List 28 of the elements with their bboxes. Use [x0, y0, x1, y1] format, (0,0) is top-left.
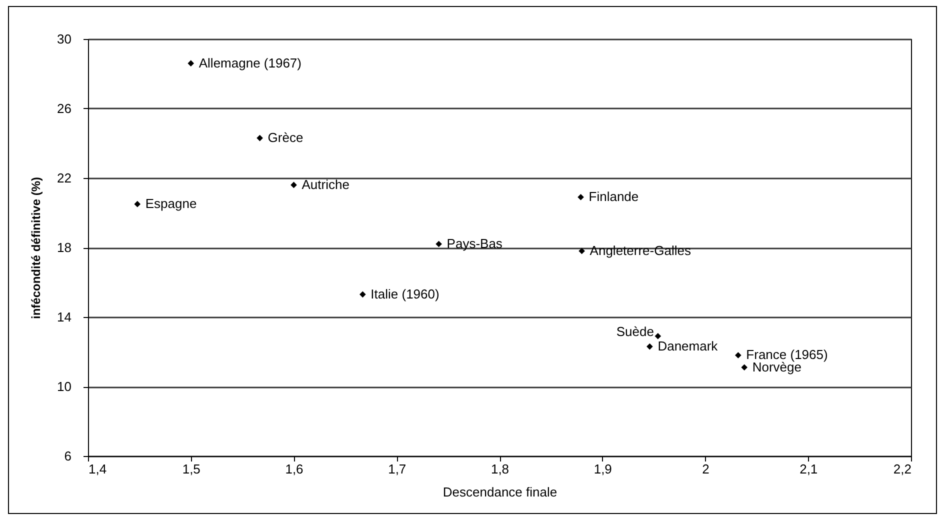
y-tick-label: 30 [57, 32, 72, 46]
y-tick-label: 6 [64, 448, 72, 464]
annotation: Allemagne (1967) [198, 55, 302, 70]
annotation: France (1965) [746, 347, 828, 362]
annotation: Grèce [268, 130, 304, 146]
x-tick-label: 1,8 [490, 462, 510, 476]
x-tick-label: 1,6 [285, 462, 304, 476]
x-tick-label: 2,1 [800, 462, 818, 476]
y-tick-label: 22 [57, 170, 72, 186]
annotation: Autriche [302, 176, 350, 192]
annotation: Espagne [145, 196, 197, 212]
annotation: Suède [616, 324, 654, 340]
x-tick-label: 2 [702, 462, 710, 476]
x-axis-title: Descendance finale [442, 484, 558, 500]
y-tick-label: 26 [57, 101, 72, 116]
x-tick-label: 1,4 [88, 462, 107, 476]
y-tick-label: 18 [57, 240, 72, 255]
annotation: Italie (1960) [370, 286, 440, 302]
annotation: Pays-Bas [446, 236, 503, 252]
x-tick-label: 1,7 [388, 462, 406, 476]
annotation: Finlande [588, 189, 639, 204]
annotation: Danemark [658, 338, 718, 354]
x-tick-label: 2,2 [893, 462, 912, 476]
x-tick-label: 1,5 [182, 462, 200, 476]
x-tick-label: 1,9 [594, 462, 612, 476]
y-tick-label: 14 [57, 310, 72, 324]
y-tick-label: 10 [57, 379, 72, 394]
y-axis-title: infécondité définitive (%) [29, 176, 44, 320]
